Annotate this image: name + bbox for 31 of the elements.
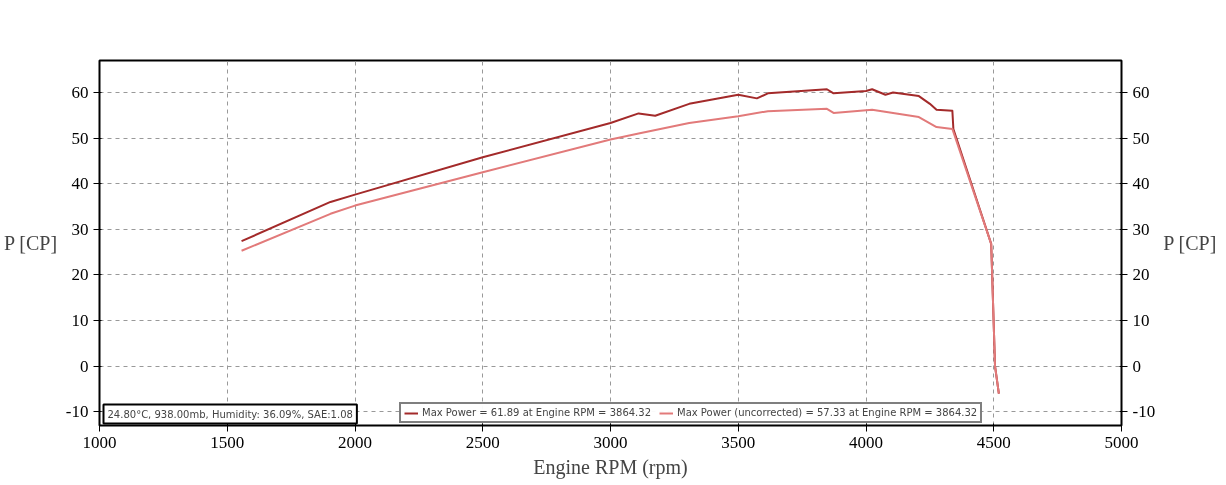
x-tick-label: 3500 (721, 432, 756, 452)
y-axis-title: P [CP] (3, 232, 58, 254)
y2-tick-label: 40 (1132, 174, 1150, 194)
y2-tick-label: 0 (1132, 356, 1141, 376)
y2-tick-label: 10 (1132, 311, 1150, 331)
x-tick-label: 1000 (82, 432, 117, 452)
y2-axis-title: P [CP] (1163, 232, 1217, 254)
x-axis-title: Engine RPM (rpm) (533, 455, 688, 479)
y-tick-label: 50 (71, 128, 89, 148)
y2-tick-label: 50 (1132, 128, 1150, 148)
y-tick-label: 20 (71, 265, 89, 285)
y2-tick-label: -10 (1132, 402, 1156, 422)
x-tick-label: 2000 (338, 432, 372, 452)
x-tick-label: 4500 (976, 432, 1011, 452)
y-tick-label: 0 (80, 356, 89, 376)
y-tick-label: 30 (71, 219, 89, 239)
x-tick-label: 1500 (210, 432, 245, 452)
annotation: 24.80°C, 938.00mb, Humidity: 36.09%, SAE:1.08 (107, 408, 353, 420)
y-tick-label: 60 (71, 82, 89, 102)
legend-label: Max Power (uncorrected) = 57.33 at Engine RPM = 3864.32 (677, 407, 978, 418)
y2-tick-label: 30 (1132, 219, 1150, 239)
y2-tick-label: 20 (1132, 265, 1150, 285)
y-tick-label: 40 (71, 174, 89, 194)
x-tick-label: 3000 (593, 432, 628, 452)
y2-tick-label: 60 (1132, 82, 1150, 102)
x-tick-label: 5000 (1104, 432, 1139, 452)
x-tick-label: 4000 (849, 432, 883, 452)
y-tick-label: -10 (65, 402, 89, 422)
y-tick-label: 10 (71, 311, 89, 331)
legend-label: Max Power = 61.89 at Engine RPM = 3864.32 (422, 407, 652, 418)
x-tick-label: 2500 (465, 432, 500, 452)
